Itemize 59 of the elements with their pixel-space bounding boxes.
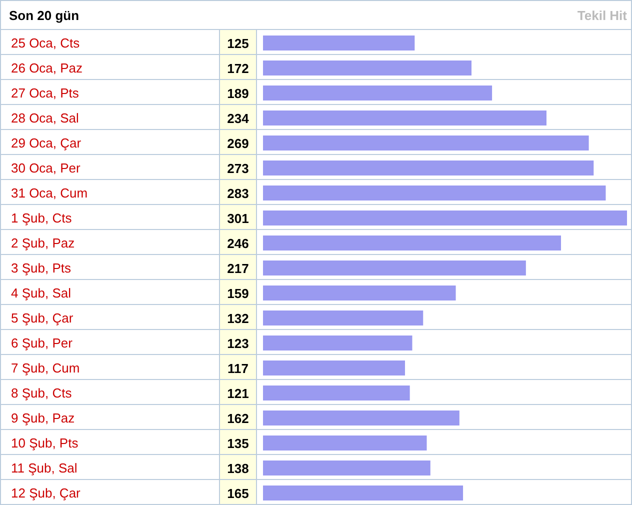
y-tick-label: 25 Oca, Cts bbox=[11, 36, 80, 50]
y-tick-label: 29 Oca, Çar bbox=[11, 136, 82, 150]
bar bbox=[263, 210, 627, 226]
bar bbox=[263, 236, 561, 250]
data-label: 132 bbox=[227, 311, 249, 326]
y-tick-label: 31 Oca, Cum bbox=[11, 186, 88, 200]
y-tick-label: 11 Şub, Sal bbox=[11, 460, 78, 476]
y-tick-label: 9 Şub, Paz bbox=[11, 410, 75, 426]
y-tick-label: 8 Şub, Cts bbox=[11, 386, 72, 400]
data-label: 189 bbox=[227, 86, 249, 101]
bar bbox=[263, 486, 464, 500]
data-label: 283 bbox=[227, 186, 249, 201]
data-label: 123 bbox=[227, 336, 249, 351]
bar bbox=[263, 336, 412, 350]
data-label: 117 bbox=[228, 361, 248, 376]
bar bbox=[263, 260, 526, 276]
text: Son 20 gün bbox=[9, 8, 80, 23]
bar bbox=[263, 386, 410, 400]
y-tick-label: 5 Şub, Çar bbox=[11, 310, 74, 326]
data-label: 135 bbox=[227, 436, 249, 451]
data-label: 269 bbox=[227, 136, 249, 151]
bar bbox=[263, 110, 546, 126]
data-label: 234 bbox=[227, 111, 250, 126]
y-tick-label: 1 Şub, Cts bbox=[11, 210, 72, 226]
bar bbox=[263, 136, 589, 150]
y-tick-label: 3 Şub, Pts bbox=[11, 260, 72, 276]
bar bbox=[263, 360, 405, 376]
data-label: 138 bbox=[227, 461, 249, 476]
y-tick-label: 26 Oca, Paz bbox=[11, 60, 83, 76]
y-tick-label: 4 Şub, Sal bbox=[11, 286, 72, 300]
data-label: 217 bbox=[227, 261, 249, 276]
data-label: 165 bbox=[227, 486, 249, 501]
data-label: 121 bbox=[227, 386, 249, 401]
y-tick-label: 10 Şub, Pts bbox=[11, 436, 79, 450]
bar bbox=[263, 186, 606, 200]
y-tick-label: 28 Oca, Sal bbox=[11, 110, 80, 126]
data-label: 273 bbox=[227, 161, 249, 176]
data-label: 172 bbox=[227, 61, 249, 76]
bar bbox=[263, 286, 456, 300]
data-label: 301 bbox=[227, 211, 249, 226]
bar bbox=[263, 436, 427, 450]
bar bbox=[263, 460, 430, 476]
data-label: 162 bbox=[227, 411, 249, 426]
bar bbox=[263, 60, 472, 76]
bar bbox=[263, 36, 415, 50]
y-tick-label: 2 Şub, Paz bbox=[11, 236, 75, 250]
y-tick-label: 7 Şub, Cum bbox=[11, 360, 80, 376]
y-tick-label: 30 Oca, Per bbox=[11, 160, 82, 176]
data-label: 159 bbox=[227, 286, 249, 301]
bar bbox=[263, 160, 594, 176]
y-tick-label: 27 Oca, Pts bbox=[11, 86, 80, 100]
y-tick-label: 12 Şub, Çar bbox=[11, 486, 82, 500]
data-label: 246 bbox=[227, 236, 249, 251]
y-tick-label: 6 Şub, Per bbox=[11, 336, 74, 350]
bar bbox=[263, 310, 424, 326]
bar bbox=[263, 410, 460, 426]
chart-subtitle: Tekil Hit bbox=[577, 8, 627, 23]
data-label: 125 bbox=[227, 36, 249, 51]
bar bbox=[263, 86, 492, 100]
